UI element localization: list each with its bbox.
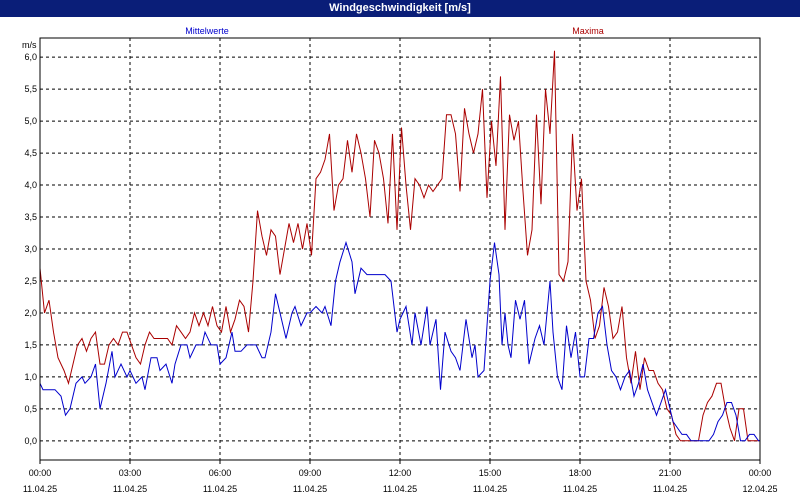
series-line-maxima <box>39 50 760 442</box>
y-tick-label: 4,0 <box>24 180 37 190</box>
chart-title: Windgeschwindigkeit [m/s] <box>0 0 800 17</box>
series-lines <box>39 50 760 442</box>
x-tick-labels: 00:00 11.04.25 03:00 11.04.25 06:00 11.04.25 0… <box>23 460 778 494</box>
grid <box>40 38 760 460</box>
x-tick-date: 11.04.25 <box>383 484 417 494</box>
y-tick-label: 3,0 <box>24 244 37 254</box>
y-tick-label: 0,5 <box>24 404 37 414</box>
legend-mittelwerte: Mittelwerte <box>185 26 229 36</box>
y-axis-label: m/s <box>22 40 37 50</box>
x-tick-time: 15:00 <box>479 468 502 478</box>
x-tick-time: 09:00 <box>299 468 322 478</box>
x-tick-time: 06:00 <box>209 468 232 478</box>
x-tick-time: 21:00 <box>659 468 682 478</box>
x-tick-date: 11.04.25 <box>473 484 507 494</box>
x-tick-time: 00:00 <box>749 468 772 478</box>
y-tick-label: 5,5 <box>24 84 37 94</box>
y-tick-label: 1,5 <box>24 340 37 350</box>
x-tick-time: 00:00 <box>29 468 52 478</box>
y-tick-label: 6,0 <box>24 52 37 62</box>
y-tick-label: 1,0 <box>24 372 37 382</box>
y-tick-label: 0,0 <box>24 436 37 446</box>
y-tick-label: 4,5 <box>24 148 37 158</box>
y-tick-label: 2,0 <box>24 308 37 318</box>
x-tick-date: 11.04.25 <box>563 484 597 494</box>
x-tick-date: 11.04.25 <box>653 484 687 494</box>
legend: Mittelwerte Maxima <box>185 26 604 36</box>
x-tick-time: 12:00 <box>389 468 412 478</box>
y-tick-label: 2,5 <box>24 276 37 286</box>
y-tick-label: 5,0 <box>24 116 37 126</box>
x-tick-date: 11.04.25 <box>113 484 147 494</box>
series-line-mittelwerte <box>39 240 760 442</box>
x-tick-time: 03:00 <box>119 468 142 478</box>
y-tick-labels: 0,0 0,5 1,0 1,5 2,0 2,5 3,0 3,5 4,0 4,5 5,0 5,5 6,0 <box>24 52 37 446</box>
x-tick-time: 18:00 <box>569 468 592 478</box>
x-tick-date: 11.04.25 <box>203 484 237 494</box>
plot-frame <box>39 37 761 461</box>
x-tick-date: 11.04.25 <box>293 484 327 494</box>
y-tick-label: 3,5 <box>24 212 37 222</box>
x-tick-date: 12.04.25 <box>742 484 777 494</box>
legend-maxima: Maxima <box>572 26 604 36</box>
x-tick-date: 11.04.25 <box>23 484 57 494</box>
